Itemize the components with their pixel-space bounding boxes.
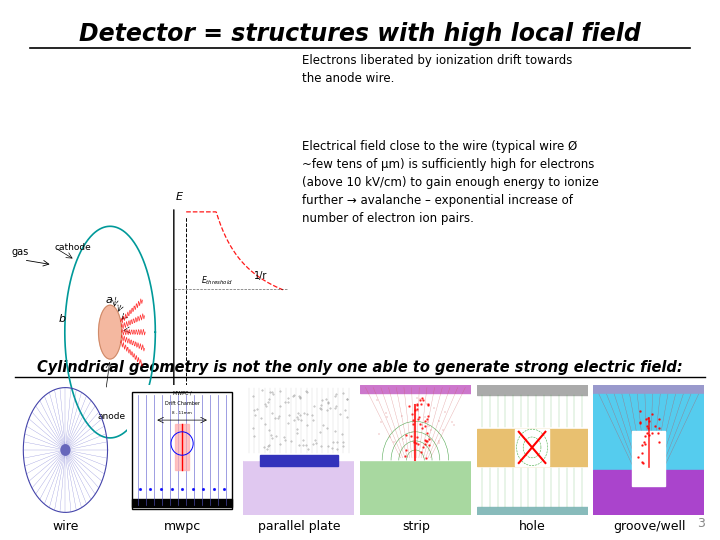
- Text: parallel plate: parallel plate: [258, 520, 341, 533]
- Bar: [593, 394, 704, 469]
- Text: mwpc: mwpc: [164, 520, 202, 533]
- Text: Detector = structures with high local field: Detector = structures with high local fi…: [79, 22, 641, 46]
- Bar: [477, 385, 588, 395]
- Text: wire: wire: [53, 520, 79, 533]
- Circle shape: [99, 305, 122, 359]
- Bar: [243, 461, 354, 515]
- Bar: [593, 469, 704, 515]
- Text: a: a: [106, 295, 113, 305]
- Bar: [516, 429, 549, 465]
- Bar: [477, 429, 588, 465]
- Text: Electrons liberated by ionization drift towards
the anode wire.: Electrons liberated by ionization drift …: [302, 55, 573, 85]
- Bar: [632, 430, 665, 469]
- Text: groove/well: groove/well: [613, 520, 685, 533]
- Bar: [132, 500, 232, 507]
- Bar: [360, 385, 471, 393]
- Text: Cylindrical geometry is not the only one able to generate strong electric field:: Cylindrical geometry is not the only one…: [37, 360, 683, 375]
- Bar: [360, 385, 471, 461]
- Bar: [632, 469, 665, 487]
- Text: anode: anode: [98, 411, 126, 421]
- Text: r: r: [283, 459, 287, 469]
- Text: E: E: [176, 192, 183, 202]
- Bar: [243, 385, 354, 461]
- Text: Drift Chamber: Drift Chamber: [165, 401, 199, 406]
- Bar: [593, 385, 704, 394]
- Text: 1/r: 1/r: [254, 271, 267, 281]
- Text: hole: hole: [519, 520, 546, 533]
- Text: gas: gas: [12, 247, 29, 257]
- Bar: [260, 455, 338, 465]
- Text: 8 - 11mm: 8 - 11mm: [172, 411, 192, 415]
- Text: cathode: cathode: [55, 244, 91, 252]
- Bar: [360, 461, 471, 515]
- Bar: [477, 507, 588, 515]
- Bar: [176, 424, 189, 469]
- Text: Electrical field close to the wire (typical wire Ø
~few tens of μm) is sufficien: Electrical field close to the wire (typi…: [302, 140, 599, 225]
- Circle shape: [61, 445, 70, 455]
- Text: 3: 3: [697, 517, 705, 530]
- Text: strip: strip: [402, 520, 430, 533]
- Text: MWPC /: MWPC /: [173, 390, 192, 395]
- Text: a: a: [181, 459, 187, 469]
- Text: b: b: [58, 314, 66, 325]
- Text: $E_{threshold}$: $E_{threshold}$: [201, 274, 233, 287]
